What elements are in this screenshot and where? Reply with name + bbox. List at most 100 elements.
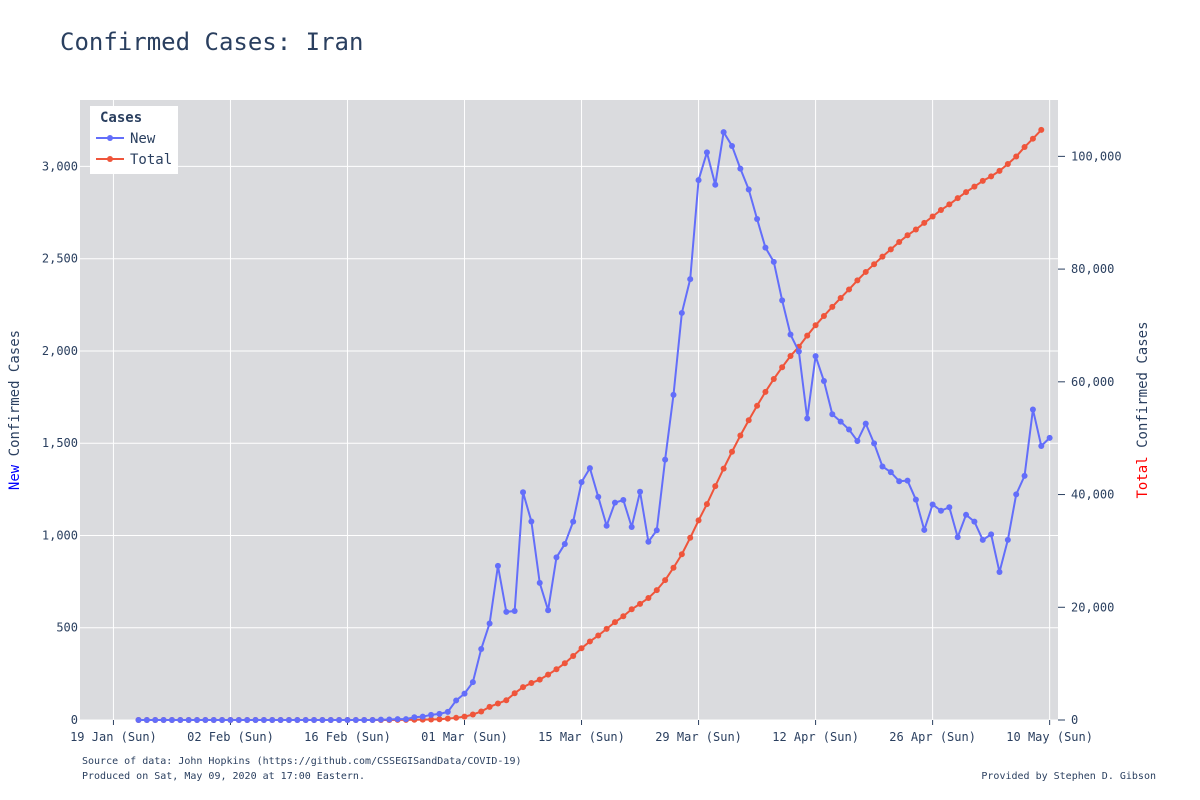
data-point-new	[937, 507, 944, 514]
data-point-new	[536, 579, 543, 586]
data-point-new	[486, 620, 493, 627]
data-point-total	[729, 448, 735, 455]
data-point-total	[887, 246, 894, 253]
data-point-total	[904, 232, 911, 239]
data-point-total	[494, 700, 501, 707]
data-point-new	[637, 488, 644, 495]
data-point-total	[695, 517, 702, 524]
data-point-new	[160, 717, 167, 723]
y-tick-label-left: 3,000	[42, 159, 78, 173]
data-point-new	[854, 438, 861, 444]
data-point-new	[269, 717, 276, 723]
y-tick-label-right: 40,000	[1071, 488, 1114, 502]
legend-new-marker	[107, 135, 113, 141]
data-point-new	[478, 645, 485, 652]
data-point-new	[545, 607, 552, 614]
data-point-new	[377, 716, 384, 723]
data-point-total	[1004, 160, 1011, 167]
data-point-new	[1046, 434, 1053, 441]
data-point-new	[453, 697, 460, 704]
data-point-new	[921, 526, 928, 533]
data-point-new	[302, 717, 309, 723]
data-point-new	[695, 177, 702, 184]
x-tick-label: 10 May (Sun)	[1006, 730, 1093, 744]
data-point-total	[678, 551, 685, 558]
data-point-new	[837, 418, 844, 425]
x-tick-label: 26 Apr (Sun)	[889, 730, 976, 744]
data-point-total	[812, 322, 819, 329]
data-point-new	[369, 717, 376, 723]
series-layer	[135, 126, 1053, 723]
chart-title: Confirmed Cases: Iran	[60, 28, 363, 56]
data-point-total	[603, 625, 610, 632]
data-point-new	[912, 496, 919, 503]
data-point-total	[912, 226, 919, 233]
data-point-new	[294, 717, 301, 723]
gridlines	[80, 100, 1058, 721]
data-point-new	[252, 717, 259, 723]
data-point-total	[670, 564, 677, 571]
data-point-total	[720, 465, 727, 472]
data-point-total	[988, 173, 995, 180]
data-point-total	[846, 286, 853, 293]
data-point-new	[403, 716, 409, 723]
y-tick-label-left: 2,000	[42, 344, 78, 358]
data-point-total	[578, 645, 585, 652]
y-tick-label-left: 1,500	[42, 436, 78, 450]
data-point-new	[662, 456, 669, 463]
data-point-total	[528, 679, 535, 686]
data-point-new	[235, 717, 242, 723]
data-point-total	[611, 619, 618, 626]
data-point-new	[469, 679, 476, 686]
data-point-total	[536, 676, 543, 683]
legend-new-label[interactable]: New	[130, 131, 156, 147]
data-point-total	[653, 587, 660, 594]
x-tick-label: 19 Jan (Sun)	[70, 730, 157, 744]
data-point-new	[795, 348, 802, 355]
data-point-new	[963, 511, 970, 518]
data-point-new	[586, 465, 593, 472]
data-point-total	[687, 534, 694, 541]
data-point-total	[520, 684, 527, 691]
data-point-new	[202, 717, 209, 723]
data-point-new	[327, 717, 334, 723]
data-point-new	[996, 569, 1003, 576]
data-point-new	[511, 607, 518, 614]
data-point-new	[185, 717, 192, 723]
y-tick-label-right: 60,000	[1071, 375, 1114, 389]
data-point-new	[812, 353, 819, 360]
data-point-new	[461, 690, 468, 697]
data-point-new	[168, 717, 175, 723]
data-point-new	[578, 479, 585, 486]
data-point-total	[428, 716, 435, 723]
data-point-new	[394, 716, 401, 723]
data-point-new	[528, 518, 535, 525]
y-axis-left-title-prefix: New	[7, 464, 23, 490]
data-point-total	[837, 294, 844, 301]
data-point-new	[444, 708, 451, 715]
legend-total-label[interactable]: Total	[130, 152, 172, 168]
data-point-total	[620, 613, 627, 620]
data-point-new	[611, 499, 618, 506]
y-tick-label-left: 1,000	[42, 528, 78, 542]
data-point-new	[344, 717, 351, 723]
y-axis-right-title: Total Confirmed Cases	[1135, 321, 1151, 498]
data-point-new	[954, 534, 961, 541]
data-point-new	[1021, 472, 1028, 479]
data-point-total	[971, 183, 978, 190]
data-point-new	[703, 149, 710, 156]
data-point-total	[929, 213, 936, 220]
data-point-new	[177, 717, 184, 723]
data-point-new	[210, 717, 217, 723]
data-point-total	[871, 261, 878, 268]
data-point-total	[1038, 126, 1045, 133]
data-point-new	[143, 717, 150, 723]
data-point-total	[628, 606, 635, 613]
data-point-new	[678, 309, 685, 316]
data-point-new	[152, 717, 159, 723]
data-point-total	[595, 632, 602, 639]
data-point-total	[787, 352, 794, 359]
data-point-new	[419, 713, 426, 720]
data-point-total	[862, 268, 869, 275]
